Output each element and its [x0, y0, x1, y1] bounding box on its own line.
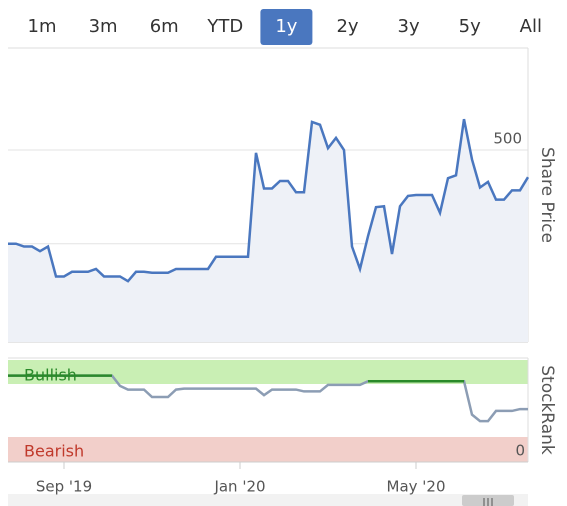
- bullish-label: Bullish: [24, 366, 77, 385]
- range-button[interactable]: 3y: [398, 16, 420, 37]
- bearish-band: [8, 437, 528, 462]
- y-tick-label: 500: [493, 130, 522, 148]
- range-button[interactable]: 1y: [275, 16, 297, 37]
- range-button[interactable]: 1m: [28, 16, 57, 37]
- y-tick-label: 0: [515, 441, 525, 459]
- price-line: [8, 118, 530, 283]
- bearish-label: Bearish: [24, 442, 84, 461]
- range-button[interactable]: 6m: [150, 16, 179, 37]
- y-axis-title: Share Price: [537, 147, 557, 243]
- range-button[interactable]: YTD: [206, 16, 243, 37]
- x-tick-label: Jan '20: [213, 478, 265, 496]
- range-button[interactable]: 5y: [459, 16, 481, 37]
- range-button[interactable]: All: [520, 16, 542, 37]
- scrollbar-track[interactable]: [8, 494, 528, 506]
- y-axis-title: StockRank: [537, 365, 557, 455]
- x-tick-label: May '20: [387, 478, 446, 496]
- price-area: [8, 119, 528, 342]
- range-button[interactable]: 3m: [89, 16, 118, 37]
- selected-button-bg[interactable]: [260, 9, 313, 45]
- x-tick-label: Sep '19: [36, 478, 92, 496]
- range-selector: 1m3m6mYTD1y2y3y5yAll1y: [28, 9, 542, 45]
- range-button[interactable]: 2y: [336, 16, 358, 37]
